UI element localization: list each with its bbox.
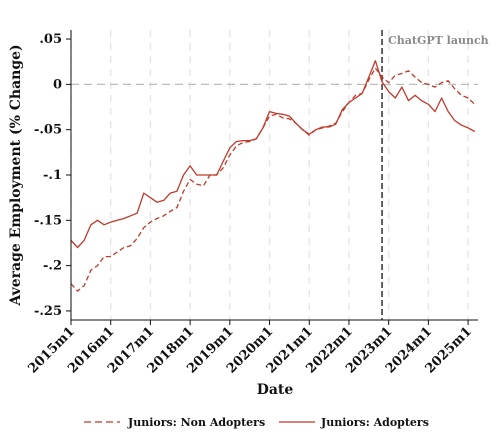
axes bbox=[66, 30, 478, 325]
series-line-adopters bbox=[70, 60, 476, 249]
x-axis-title: Date bbox=[257, 382, 294, 398]
grid-lines bbox=[70, 30, 469, 320]
legend-label-non-adopters: Juniors: Non Adopters bbox=[127, 416, 265, 429]
y-tick-label: -.1 bbox=[43, 168, 62, 183]
y-tick-label: -.25 bbox=[34, 304, 62, 319]
tick-labels: .050-.05-.1-.15-.2-.252015m12016m12017m1… bbox=[26, 32, 475, 376]
y-tick-label: -.05 bbox=[34, 123, 62, 138]
reference-lines bbox=[71, 30, 478, 320]
y-axis-title: Average Employment (% Change) bbox=[8, 44, 24, 306]
y-tick-label: .05 bbox=[39, 32, 62, 47]
series-lines bbox=[70, 60, 476, 292]
series-line-non-adopters bbox=[70, 67, 476, 292]
chatgpt-launch-label: ChatGPT launch bbox=[388, 34, 489, 47]
y-tick-label: -.2 bbox=[43, 259, 62, 274]
y-tick-label: 0 bbox=[53, 77, 62, 92]
legend: Juniors: Non Adopters Juniors: Adopters bbox=[84, 416, 429, 429]
y-tick-label: -.15 bbox=[34, 213, 62, 228]
legend-label-adopters: Juniors: Adopters bbox=[320, 416, 429, 429]
